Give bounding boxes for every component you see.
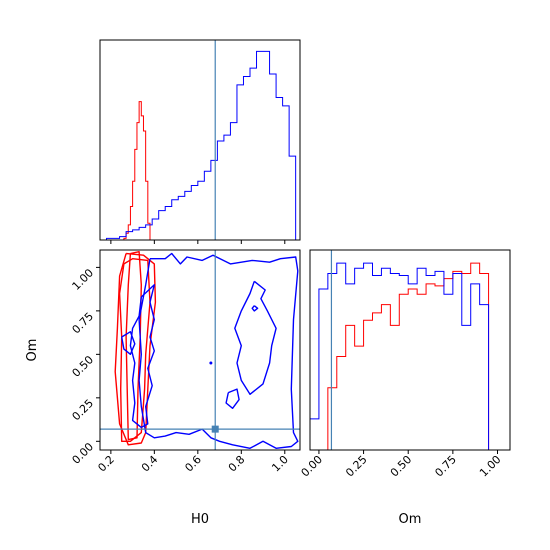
xtick-label-joint-3: 0.8 [226,453,248,475]
frame-joint [99,249,301,451]
contour-red-0 [125,250,143,441]
ytick-label-joint-0: 0.00 [70,440,97,467]
ytick-label-joint-1: 0.25 [70,397,97,424]
histogram-red-0 [318,262,498,451]
contour-blue-8 [251,305,259,312]
frame-marginal-h0 [99,39,301,241]
xtick-label-marginal-om-2: 0.50 [388,453,415,480]
contour-blue-6 [234,280,277,395]
contour-blue-dot [209,361,213,365]
xtick-label-joint-4: 1.0 [269,453,291,475]
xtick-label-marginal-om-1: 0.25 [343,453,370,480]
xtick-label-marginal-om-4: 1.00 [477,453,504,480]
contour-group [100,250,300,450]
panel-marginal-om: 0.00 0.25 0.50 0.75 1.00 Om [299,249,511,527]
panel-joint-h0-om: 0.2 0.4 0.6 0.8 1.0 0.00 0.25 0.50 0.75 1.00 H0 O… [25,249,301,527]
contour-blue-3 [138,252,299,449]
xtick-label-joint-0: 0.2 [95,453,117,475]
y-axis-label-om: Om [25,339,40,362]
contour-blue-5 [121,331,136,355]
xtick-label-marginal-om-3: 0.75 [432,453,459,480]
truth-marker [211,425,219,433]
histogram-blue-1 [100,50,297,241]
frame-marginal-om [309,249,511,451]
x-axis-label-om: Om [399,512,422,527]
xtick-label-marginal-om-0: 0.00 [299,453,326,480]
ytick-label-joint-3: 0.75 [70,310,97,337]
x-axis-label-h0: H0 [191,512,209,527]
contour-red-2 [114,252,157,446]
xtick-label-joint-2: 0.6 [182,453,204,475]
panel-marginal-h0 [99,39,301,244]
contour-blue-7 [225,388,240,409]
xtick-label-joint-1: 0.4 [139,453,161,475]
histogram-blue-1 [309,262,507,451]
histogram-red-0 [121,101,153,241]
ytick-label-joint-4: 1.00 [70,266,97,293]
ytick-label-joint-2: 0.50 [70,353,97,380]
contour-blue-4 [129,284,156,429]
